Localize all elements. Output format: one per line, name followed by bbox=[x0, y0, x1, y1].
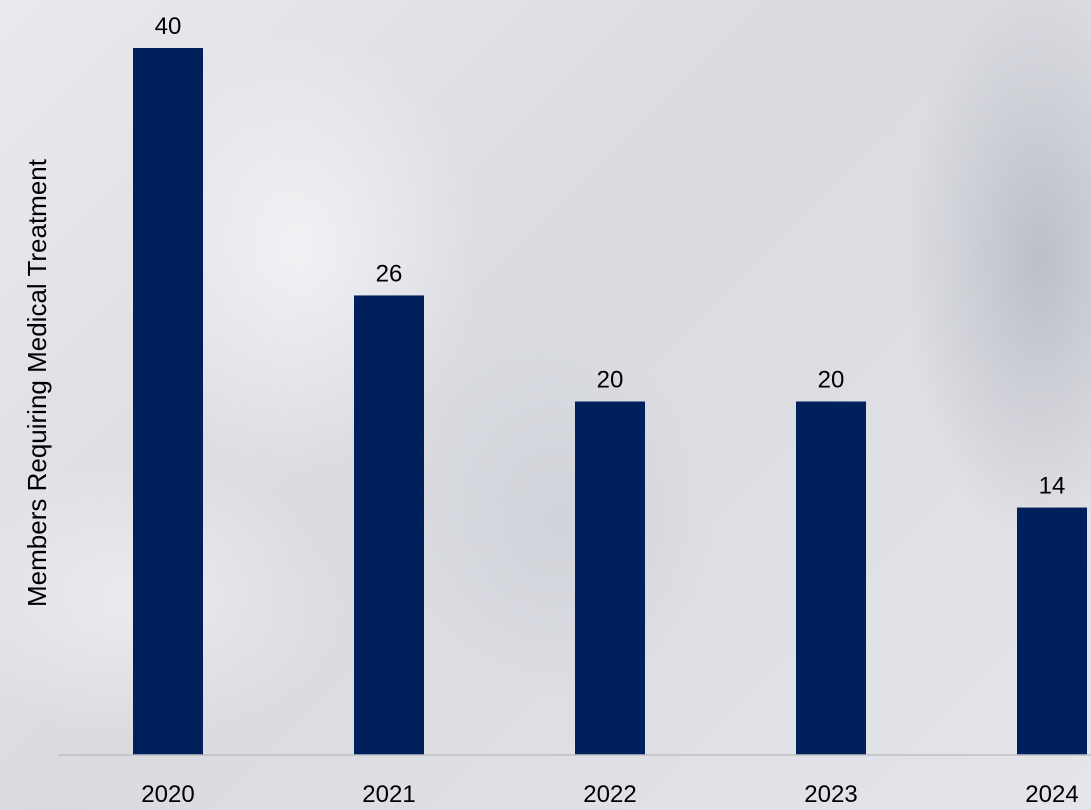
data-label-2020: 40 bbox=[155, 13, 182, 40]
bar-2020 bbox=[133, 48, 203, 755]
data-label-2023: 20 bbox=[818, 367, 845, 394]
bar-2023 bbox=[796, 401, 866, 755]
y-axis-label: Members Requiring Medical Treatment bbox=[22, 158, 52, 607]
data-label-2021: 26 bbox=[376, 260, 403, 287]
x-tick-label-2024: 2024 bbox=[1025, 781, 1078, 808]
bar-2024 bbox=[1017, 507, 1087, 755]
data-label-2022: 20 bbox=[597, 367, 624, 394]
bar-2021 bbox=[354, 295, 424, 755]
x-tick-label-2023: 2023 bbox=[804, 781, 857, 808]
data-label-2024: 14 bbox=[1039, 473, 1066, 500]
x-tick-label-2022: 2022 bbox=[583, 781, 636, 808]
labels-layer: 40 2020 26 2021 20 2022 20 2023 14 2024 bbox=[141, 13, 1078, 808]
bars-layer bbox=[133, 48, 1087, 755]
bar-2022 bbox=[575, 401, 645, 755]
x-tick-label-2020: 2020 bbox=[141, 781, 194, 808]
x-tick-label-2021: 2021 bbox=[362, 781, 415, 808]
